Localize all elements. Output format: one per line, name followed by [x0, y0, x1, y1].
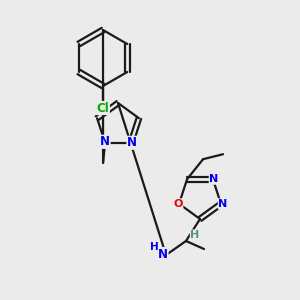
Text: H: H [190, 230, 200, 240]
Text: N: N [100, 135, 110, 148]
Text: N: N [127, 136, 137, 149]
Text: N: N [158, 248, 168, 260]
Text: N: N [209, 174, 219, 184]
Text: H: H [150, 242, 158, 252]
Text: Cl: Cl [97, 101, 110, 115]
Text: O: O [173, 199, 183, 209]
Text: N: N [218, 199, 227, 209]
